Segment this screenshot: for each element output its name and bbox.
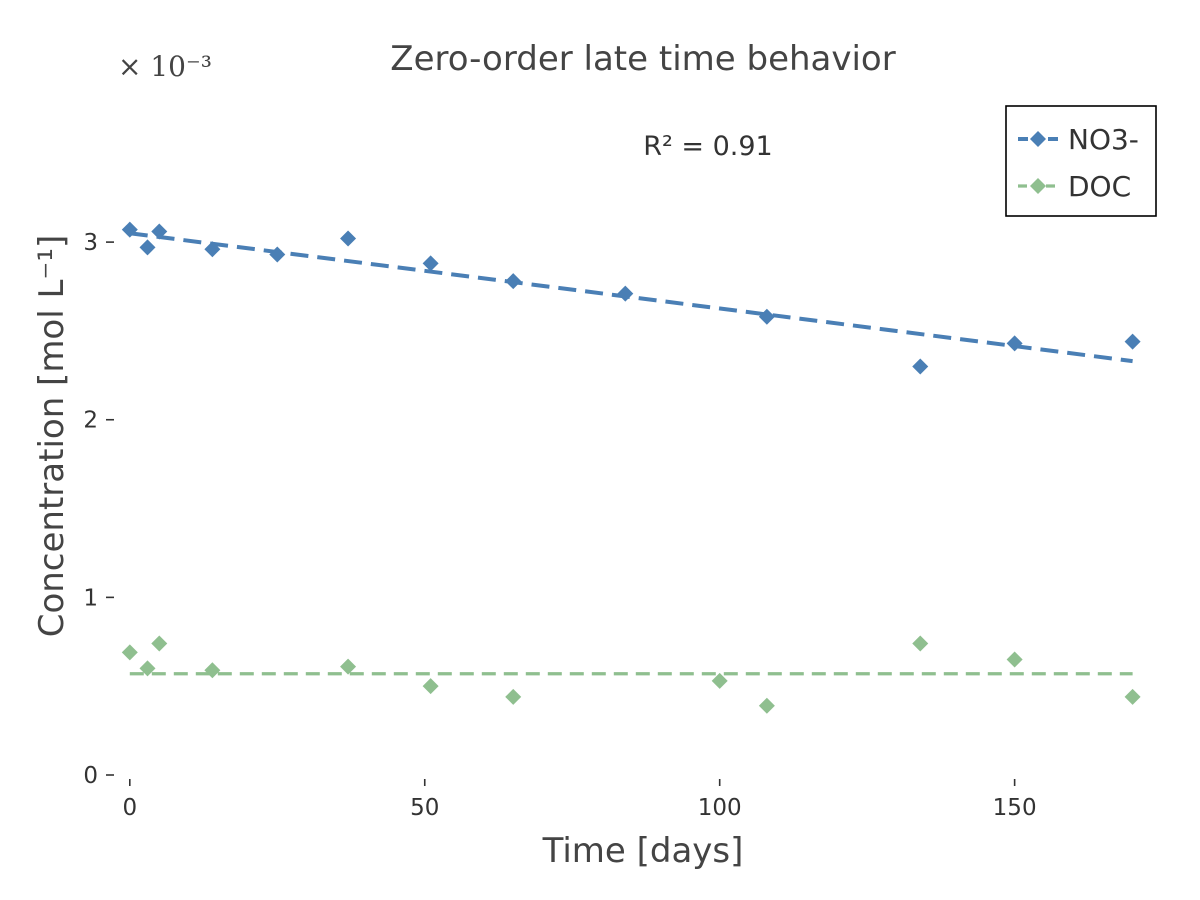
y-axis: 0 1 2 3 <box>83 230 114 789</box>
data-point-no3 <box>204 241 221 258</box>
x-axis-label: Time [days] <box>542 831 744 871</box>
data-point-doc <box>151 635 168 652</box>
x-tick-label: 100 <box>698 795 742 821</box>
y-tick-label: 2 <box>83 408 98 434</box>
data-point-doc <box>139 660 156 677</box>
data-point-no3 <box>151 223 168 240</box>
x-tick-label: 50 <box>410 795 439 821</box>
data-point-doc <box>204 662 221 679</box>
data-point-doc <box>1124 688 1141 705</box>
legend: NO3- DOC <box>1005 105 1157 217</box>
data-point-no3 <box>1124 333 1141 350</box>
data-point-doc <box>422 678 439 695</box>
series-no3 <box>121 221 1141 375</box>
y-tick-label: 3 <box>83 230 98 256</box>
x-axis: 0 50 100 150 <box>122 779 1037 821</box>
data-point-doc <box>912 635 929 652</box>
data-point-no3 <box>912 358 929 375</box>
fit-line-no3 <box>129 231 1133 364</box>
y-axis-label: Concentration [mol L⁻¹] <box>32 235 72 638</box>
plot-area <box>121 221 1141 714</box>
data-point-no3 <box>422 255 439 272</box>
data-point-no3 <box>758 308 775 325</box>
r-squared-annotation: R² = 0.91 <box>643 131 773 162</box>
data-point-doc <box>340 658 357 675</box>
legend-marker-doc <box>1030 178 1046 194</box>
data-point-doc <box>711 672 728 689</box>
data-point-no3 <box>139 239 156 256</box>
data-point-doc <box>505 688 522 705</box>
data-point-doc <box>121 644 138 661</box>
x-tick-label: 150 <box>993 795 1037 821</box>
y-tick-label: 1 <box>83 585 98 611</box>
legend-marker-no3 <box>1030 131 1046 147</box>
x-tick-label: 0 <box>122 795 137 821</box>
legend-box <box>1005 105 1157 217</box>
data-point-no3 <box>617 285 634 302</box>
series-doc <box>121 635 1141 714</box>
data-point-no3 <box>505 273 522 290</box>
legend-label-doc: DOC <box>1068 170 1131 203</box>
data-point-no3 <box>1006 335 1023 352</box>
chart-title: Zero-order late time behavior <box>390 39 895 79</box>
y-scale-multiplier: × 10⁻³ <box>118 50 212 83</box>
data-point-no3 <box>121 221 138 238</box>
legend-label-no3: NO3- <box>1068 123 1139 156</box>
data-point-doc <box>1006 651 1023 668</box>
data-point-no3 <box>269 246 286 263</box>
y-tick-label: 0 <box>83 763 98 789</box>
data-point-doc <box>758 697 775 714</box>
data-point-no3 <box>340 230 357 247</box>
